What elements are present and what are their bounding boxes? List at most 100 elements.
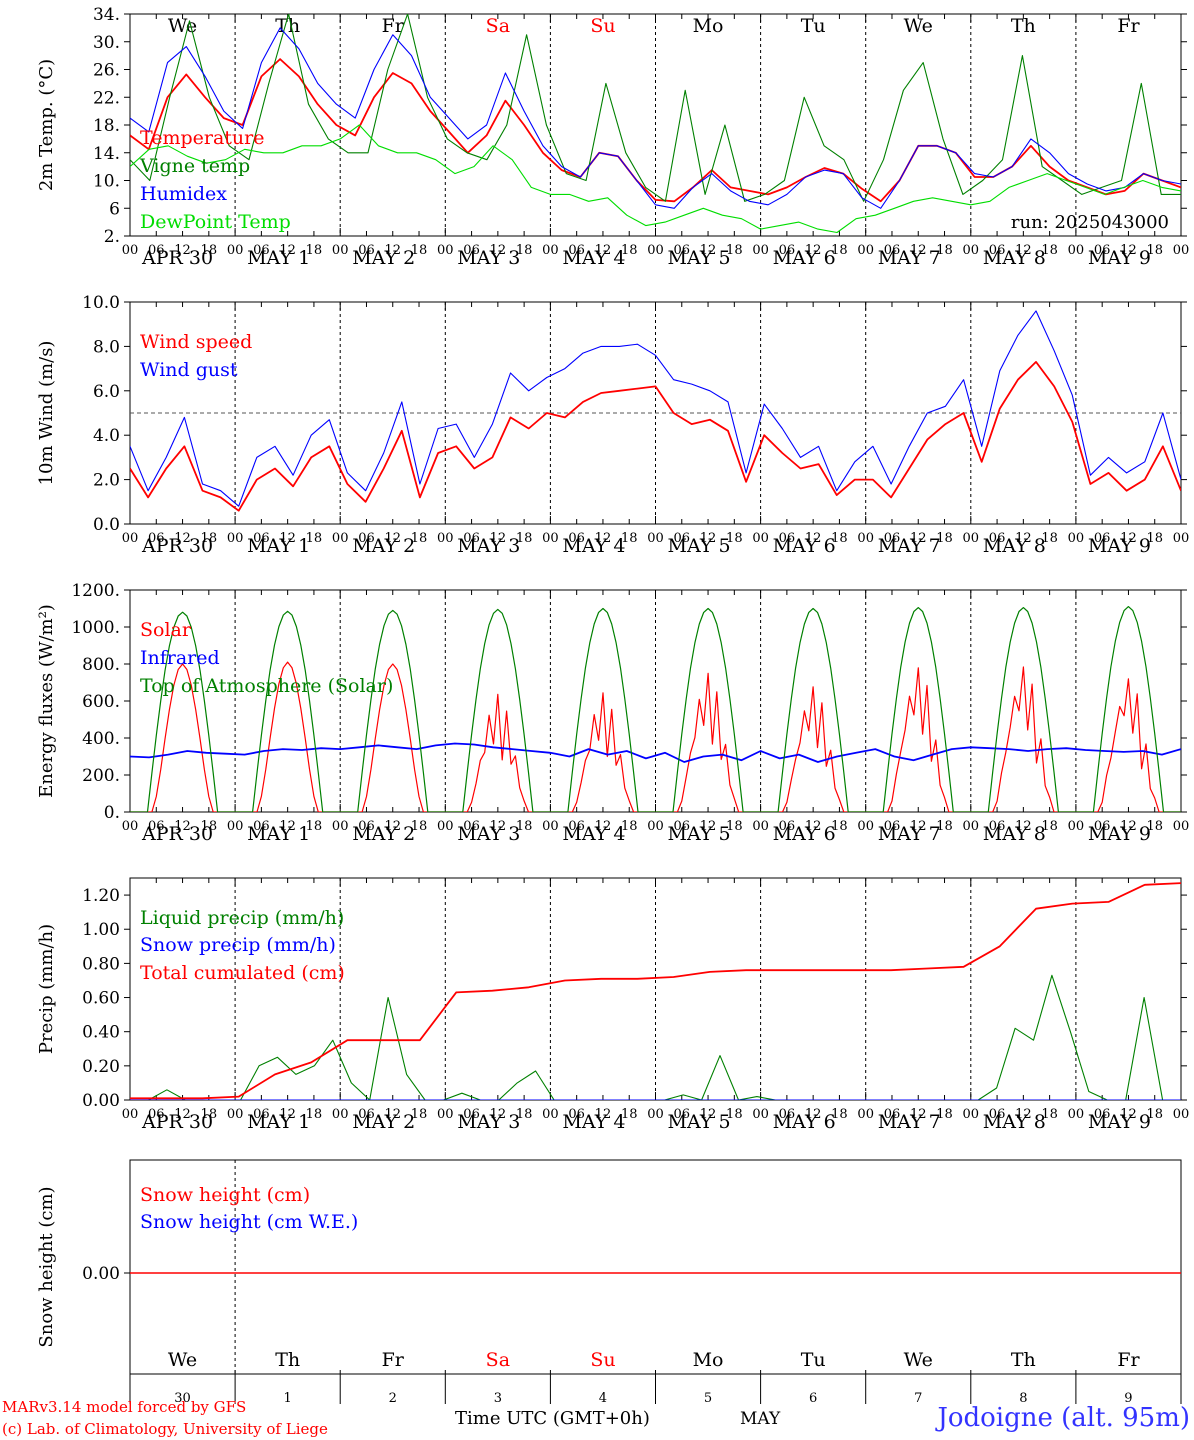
weekday-label: Sa <box>486 15 510 37</box>
y-axis-label: Precip (mm/h) <box>36 924 57 1054</box>
hour-label: 18 <box>726 819 743 834</box>
y-tick-label: 6.0 <box>93 382 120 402</box>
hour-label: 00 <box>963 819 980 834</box>
date-label: MAY 7 <box>878 535 941 557</box>
hour-label: 00 <box>647 1107 664 1122</box>
hour-label: 00 <box>752 819 769 834</box>
hour-label: 06 <box>148 531 165 546</box>
date-label: MAY 8 <box>983 823 1046 845</box>
panel-precip: 00 06 12 18 00 06 12 18 00 06 12 18 00 06 12 18 00 06 12 18… <box>36 877 1189 1133</box>
hour-label: 06 <box>884 243 901 258</box>
date-label: MAY 6 <box>773 535 836 557</box>
legend-entry: Total cumulated (cm) <box>140 962 345 984</box>
series-group <box>130 310 1181 512</box>
hour-label: 06 <box>884 1107 901 1122</box>
hour-label: 12 <box>595 819 612 834</box>
hour-label: 06 <box>568 531 585 546</box>
hour-label: 12 <box>279 243 296 258</box>
legend-entry: Top of Atmosphere (Solar) <box>140 675 393 697</box>
legend-entry: Solar <box>140 619 192 641</box>
y-tick-label: 400. <box>82 729 120 749</box>
hour-label: 00 <box>1068 1107 1085 1122</box>
hour-label: 06 <box>358 819 375 834</box>
y-axis-label: Energy fluxes (W/m²) <box>36 604 57 798</box>
hour-label: 18 <box>1041 531 1058 546</box>
y-tick-label: 10. <box>93 172 120 192</box>
copyright: (c) Lab. of Climatology, University of L… <box>2 1420 328 1438</box>
series-wind-speed <box>130 360 1181 512</box>
legend-entry: Infrared <box>140 647 220 669</box>
series-group <box>130 605 1181 812</box>
hour-label: 18 <box>516 243 533 258</box>
y-axis-label: 2m Temp. (°C) <box>36 59 57 191</box>
hour-label: 00 <box>542 243 559 258</box>
hour-label: 00 <box>227 243 244 258</box>
hour-label: 06 <box>884 819 901 834</box>
date-label: APR 30 <box>141 1111 213 1133</box>
y-tick-label: 0.20 <box>82 1057 120 1077</box>
y-tick-label: 0.00 <box>82 1264 120 1284</box>
day-number: 9 <box>1124 1391 1132 1406</box>
date-label: MAY 4 <box>562 535 625 557</box>
hour-label: 06 <box>568 243 585 258</box>
footer: MARv3.14 model forced by GFS (c) Lab. of… <box>2 1398 1190 1438</box>
hour-label: 18 <box>1041 819 1058 834</box>
hour-label: 12 <box>174 243 191 258</box>
hour-label: 12 <box>279 531 296 546</box>
hour-label: 12 <box>490 819 507 834</box>
hour-label: 06 <box>148 243 165 258</box>
hour-label: 18 <box>201 819 218 834</box>
y-tick-label: 8.0 <box>93 337 120 357</box>
y-tick-label: 1000. <box>71 618 120 638</box>
hour-label: 00 <box>332 819 349 834</box>
hour-label: 12 <box>384 531 401 546</box>
hour-label: 06 <box>674 1107 691 1122</box>
y-tick-label: 0.0 <box>93 515 120 535</box>
hour-label: 12 <box>490 1107 507 1122</box>
y-tick-label: 10.0 <box>82 293 120 313</box>
hour-label: 12 <box>1120 819 1137 834</box>
hour-label: 18 <box>516 819 533 834</box>
hour-label: 18 <box>831 819 848 834</box>
hour-label: 18 <box>1146 1107 1163 1122</box>
hour-label: 18 <box>201 1107 218 1122</box>
series-dewpoint-temp <box>130 124 1181 234</box>
hour-label: 18 <box>411 819 428 834</box>
hour-label: 06 <box>463 819 480 834</box>
hour-label: 12 <box>910 243 927 258</box>
hour-label: 12 <box>700 243 717 258</box>
y-tick-label: 0.60 <box>82 989 120 1009</box>
hour-label: 18 <box>726 531 743 546</box>
hour-label: 12 <box>805 819 822 834</box>
hour-label: 06 <box>674 819 691 834</box>
hour-label: 12 <box>700 819 717 834</box>
date-label: MAY 1 <box>247 535 310 557</box>
hour-label: 12 <box>805 531 822 546</box>
hour-label: 00 <box>542 819 559 834</box>
weekday-label: Th <box>275 1349 300 1371</box>
hour-label: 18 <box>516 1107 533 1122</box>
hour-label: 06 <box>463 531 480 546</box>
hour-label: 12 <box>910 819 927 834</box>
hour-label: 00 <box>122 819 139 834</box>
hour-label: 00 <box>963 243 980 258</box>
hour-label: 18 <box>201 531 218 546</box>
day-number: 6 <box>809 1391 817 1406</box>
weekday-label: Fr <box>1117 1349 1140 1371</box>
date-label: MAY 6 <box>773 247 836 269</box>
y-tick-label: 6 <box>109 199 120 219</box>
hour-label: 12 <box>1015 243 1032 258</box>
hour-label: 00 <box>1173 531 1190 546</box>
hour-label: 00 <box>437 819 454 834</box>
hour-label: 00 <box>647 819 664 834</box>
day-number: 2 <box>389 1391 397 1406</box>
hour-label: 06 <box>463 243 480 258</box>
date-label: APR 30 <box>141 535 213 557</box>
legend-entry: Snow height (cm) <box>140 1184 310 1206</box>
month-label: MAY <box>740 1409 781 1429</box>
hour-label: 18 <box>621 531 638 546</box>
day-number: 4 <box>599 1391 607 1406</box>
hour-label: 00 <box>963 1107 980 1122</box>
y-tick-label: 22. <box>93 88 120 108</box>
date-label: MAY 7 <box>878 1111 941 1133</box>
